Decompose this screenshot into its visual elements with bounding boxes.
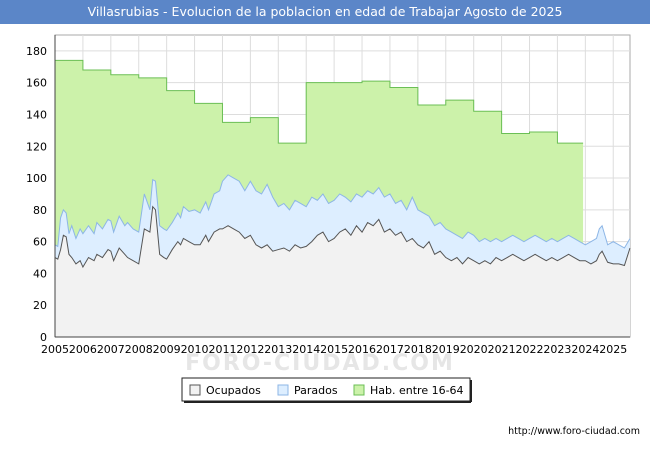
watermark-text: FORO-CIUDAD.COM — [185, 351, 455, 376]
series-line-ocupados — [54, 205, 631, 269]
x-tick-label-13: 2018 — [404, 343, 432, 356]
series-line-parados — [54, 174, 631, 249]
y-tick-label-5: 100 — [26, 172, 47, 185]
y-tick-label-8: 160 — [26, 77, 47, 90]
y-tick-label-6: 120 — [26, 140, 47, 153]
y-tick-label-0: 0 — [40, 331, 47, 344]
x-tick-label-0: 2005 — [41, 343, 69, 356]
series-line-hab-entre-16-64 — [55, 59, 584, 144]
series-areas — [54, 59, 631, 338]
x-axis-labels: 2005 2006 2007 2008 2009 2010 2011 2012 2013 2014… — [41, 343, 627, 356]
x-tick-label-2: 2007 — [97, 343, 125, 356]
y-tick-label-4: 80 — [33, 204, 47, 217]
x-tick-label-17: 2022 — [516, 343, 544, 356]
legend-label-ocupados: Ocupados — [206, 384, 261, 397]
series-area-ocupados — [55, 206, 630, 337]
y-tick-label-3: 60 — [33, 236, 47, 249]
x-tick-label-19: 2024 — [571, 343, 599, 356]
x-tick-label-7: 2012 — [236, 343, 264, 356]
x-tick-label-4: 2009 — [153, 343, 181, 356]
source-credit: http://www.foro-ciudad.com — [508, 426, 640, 437]
x-tick-label-20: 2025 — [599, 343, 627, 356]
legend-swatch-hab — [353, 384, 365, 396]
x-tick-label-16: 2021 — [488, 343, 516, 356]
x-tick-label-9: 2014 — [292, 343, 320, 356]
x-tick-label-8: 2013 — [264, 343, 292, 356]
legend-label-parados: Parados — [294, 384, 338, 397]
x-tick-label-10: 2015 — [320, 343, 348, 356]
x-tick-label-1: 2006 — [69, 343, 97, 356]
x-tick-label-11: 2016 — [348, 343, 376, 356]
y-tick-label-2: 40 — [33, 267, 47, 280]
x-tick-label-12: 2017 — [376, 343, 404, 356]
legend-swatch-parados — [277, 384, 289, 396]
y-axis-labels: 0 20 40 60 80 100 120 140 160 180 — [26, 45, 47, 344]
chart-title: Villasrubias - Evolucion de la poblacion… — [0, 0, 650, 24]
legend-swatch-ocupados — [189, 384, 201, 396]
x-tick-label-15: 2020 — [460, 343, 488, 356]
legend: Ocupados Parados Hab. entre 16-64 — [181, 377, 472, 403]
y-tick-label-7: 140 — [26, 108, 47, 121]
x-tick-label-18: 2023 — [543, 343, 571, 356]
y-tick-label-9: 180 — [26, 45, 47, 58]
legend-label-hab: Hab. entre 16-64 — [370, 384, 464, 397]
x-tick-label-14: 2019 — [432, 343, 460, 356]
y-tick-label-1: 20 — [33, 299, 47, 312]
x-tick-label-3: 2008 — [125, 343, 153, 356]
x-tick-label-6: 2011 — [208, 343, 236, 356]
x-tick-label-5: 2010 — [181, 343, 209, 356]
